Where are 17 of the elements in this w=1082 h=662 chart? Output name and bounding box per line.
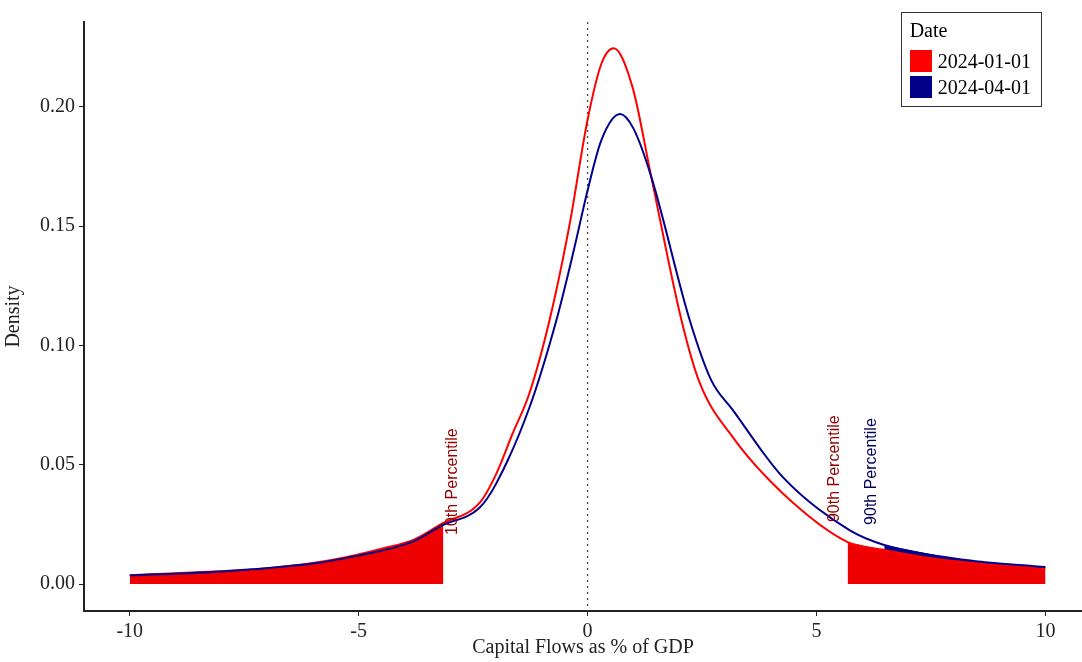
y-tick-label: 0.05 <box>40 452 75 475</box>
x-tick-label: 0 <box>582 619 593 642</box>
annotation: 10th Percentile <box>442 428 460 535</box>
annotation: 90th Percentile <box>825 415 843 523</box>
legend-label: 2024-04-01 <box>937 75 1031 99</box>
x-tick-label: 10 <box>1035 619 1056 642</box>
x-tick-label: 5 <box>811 619 822 642</box>
legend-title: Date <box>909 19 949 42</box>
y-tick-label: 0.20 <box>40 94 75 117</box>
y-tick-label: 0.10 <box>40 332 75 355</box>
x-tick-label: -5 <box>350 619 368 642</box>
y-tick-label: 0.15 <box>40 213 75 236</box>
y-axis-title: Density <box>1 285 25 348</box>
legend-label: 2024-01-01 <box>937 49 1031 73</box>
y-tick-label: 0.00 <box>40 571 75 594</box>
annotation: 90th Percentile <box>861 418 879 525</box>
x-tick-label: -10 <box>116 619 144 642</box>
